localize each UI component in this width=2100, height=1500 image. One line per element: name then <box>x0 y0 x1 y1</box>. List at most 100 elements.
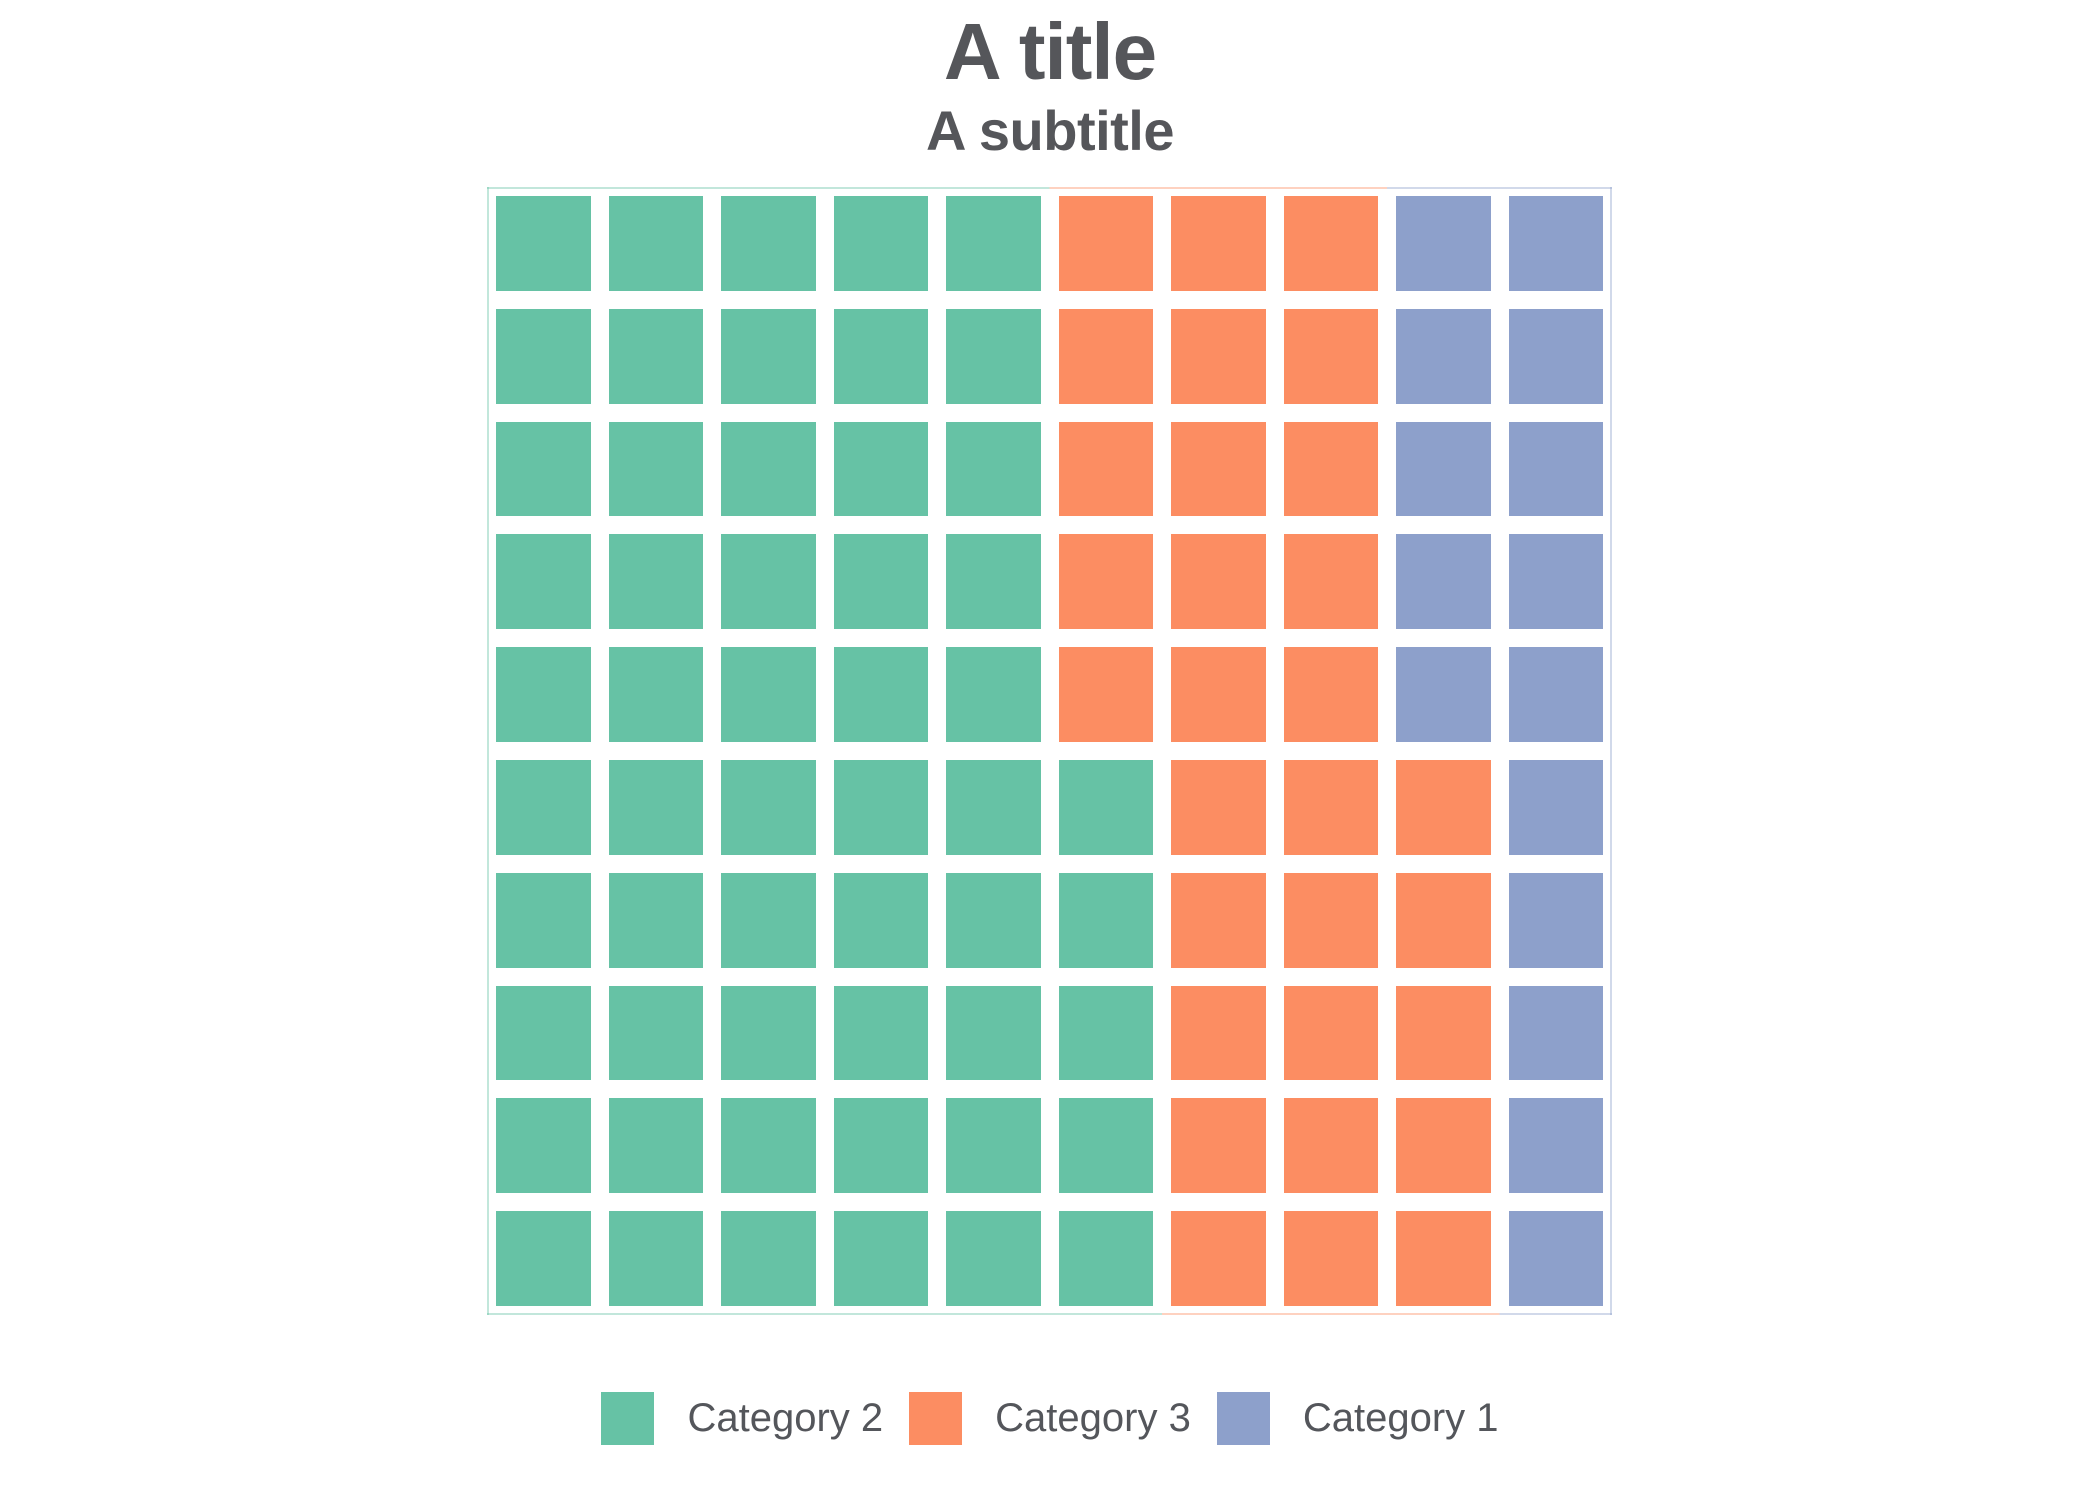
waffle-cell-category-2[interactable] <box>496 872 591 968</box>
waffle-cell-category-3[interactable] <box>1283 872 1378 968</box>
waffle-cell-category-2[interactable] <box>721 196 816 291</box>
waffle-cell-category-1[interactable] <box>1508 872 1603 968</box>
legend-item-category-1[interactable]: Category 1 <box>1216 1392 1499 1445</box>
waffle-cell-category-2[interactable] <box>721 872 816 968</box>
waffle-cell-category-2[interactable] <box>496 985 591 1081</box>
waffle-cell-category-2[interactable] <box>608 534 703 630</box>
waffle-cell-category-3[interactable] <box>1283 760 1378 855</box>
waffle-cell-category-2[interactable] <box>946 534 1041 630</box>
waffle-cell-category-2[interactable] <box>496 647 591 742</box>
waffle-cell-category-2[interactable] <box>833 1098 928 1194</box>
waffle-cell-category-3[interactable] <box>1058 308 1153 404</box>
waffle-cell-category-2[interactable] <box>1058 1098 1153 1194</box>
waffle-cell-category-1[interactable] <box>1508 1098 1603 1194</box>
waffle-cell-category-1[interactable] <box>1396 421 1491 517</box>
waffle-cell-category-2[interactable] <box>1058 872 1153 968</box>
waffle-cell-category-3[interactable] <box>1171 760 1266 855</box>
waffle-cell-category-2[interactable] <box>721 1211 816 1306</box>
waffle-cell-category-2[interactable] <box>496 1098 591 1194</box>
waffle-cell-category-1[interactable] <box>1508 985 1603 1081</box>
waffle-cell-category-2[interactable] <box>496 421 591 517</box>
legend-item-category-2[interactable]: Category 2 <box>601 1392 883 1445</box>
waffle-cell-category-2[interactable] <box>608 308 703 404</box>
waffle-cell-category-2[interactable] <box>946 872 1041 968</box>
waffle-cell-category-3[interactable] <box>1396 1098 1491 1194</box>
waffle-cell-category-3[interactable] <box>1171 421 1266 517</box>
waffle-cell-category-3[interactable] <box>1171 1211 1266 1306</box>
waffle-cell-category-3[interactable] <box>1283 1211 1378 1306</box>
waffle-cell-category-2[interactable] <box>833 872 928 968</box>
waffle-cell-category-2[interactable] <box>608 760 703 855</box>
waffle-cell-category-2[interactable] <box>496 196 591 291</box>
waffle-cell-category-2[interactable] <box>608 647 703 742</box>
waffle-cell-category-1[interactable] <box>1508 196 1603 291</box>
waffle-cell-category-3[interactable] <box>1171 534 1266 630</box>
waffle-cell-category-3[interactable] <box>1171 1098 1266 1194</box>
waffle-cell-category-3[interactable] <box>1171 308 1266 404</box>
waffle-cell-category-3[interactable] <box>1171 872 1266 968</box>
waffle-cell-category-2[interactable] <box>946 1098 1041 1194</box>
waffle-cell-category-1[interactable] <box>1508 534 1603 630</box>
waffle-cell-category-3[interactable] <box>1171 196 1266 291</box>
waffle-cell-category-3[interactable] <box>1283 308 1378 404</box>
waffle-cell-category-2[interactable] <box>496 534 591 630</box>
waffle-cell-category-3[interactable] <box>1396 985 1491 1081</box>
waffle-cell-category-3[interactable] <box>1283 985 1378 1081</box>
waffle-cell-category-1[interactable] <box>1508 760 1603 855</box>
waffle-cell-category-2[interactable] <box>946 308 1041 404</box>
waffle-cell-category-3[interactable] <box>1283 196 1378 291</box>
waffle-cell-category-2[interactable] <box>496 308 591 404</box>
waffle-cell-category-3[interactable] <box>1058 647 1153 742</box>
waffle-cell-category-2[interactable] <box>721 760 816 855</box>
waffle-cell-category-2[interactable] <box>1058 1211 1153 1306</box>
waffle-cell-category-2[interactable] <box>608 196 703 291</box>
waffle-cell-category-2[interactable] <box>833 196 928 291</box>
waffle-cell-category-2[interactable] <box>1058 985 1153 1081</box>
waffle-cell-category-3[interactable] <box>1396 1211 1491 1306</box>
waffle-cell-category-2[interactable] <box>833 647 928 742</box>
waffle-cell-category-2[interactable] <box>833 534 928 630</box>
waffle-cell-category-1[interactable] <box>1396 196 1491 291</box>
waffle-cell-category-1[interactable] <box>1396 534 1491 630</box>
waffle-cell-category-2[interactable] <box>946 647 1041 742</box>
waffle-cell-category-2[interactable] <box>608 872 703 968</box>
waffle-cell-category-2[interactable] <box>833 760 928 855</box>
waffle-cell-category-2[interactable] <box>946 196 1041 291</box>
waffle-cell-category-3[interactable] <box>1283 1098 1378 1194</box>
waffle-cell-category-1[interactable] <box>1396 308 1491 404</box>
waffle-cell-category-2[interactable] <box>721 534 816 630</box>
waffle-cell-category-2[interactable] <box>496 760 591 855</box>
waffle-cell-category-3[interactable] <box>1058 196 1153 291</box>
waffle-cell-category-3[interactable] <box>1283 421 1378 517</box>
waffle-cell-category-1[interactable] <box>1396 647 1491 742</box>
waffle-cell-category-2[interactable] <box>1058 760 1153 855</box>
waffle-cell-category-3[interactable] <box>1283 534 1378 630</box>
waffle-cell-category-3[interactable] <box>1396 760 1491 855</box>
waffle-cell-category-2[interactable] <box>608 1211 703 1306</box>
legend-item-category-3[interactable]: Category 3 <box>909 1392 1191 1445</box>
waffle-cell-category-2[interactable] <box>833 1211 928 1306</box>
waffle-cell-category-3[interactable] <box>1171 985 1266 1081</box>
waffle-cell-category-2[interactable] <box>608 421 703 517</box>
waffle-cell-category-2[interactable] <box>946 985 1041 1081</box>
waffle-cell-category-2[interactable] <box>721 421 816 517</box>
waffle-cell-category-2[interactable] <box>833 985 928 1081</box>
waffle-cell-category-2[interactable] <box>946 1211 1041 1306</box>
waffle-cell-category-1[interactable] <box>1508 1211 1603 1306</box>
waffle-cell-category-3[interactable] <box>1171 647 1266 742</box>
waffle-cell-category-3[interactable] <box>1058 421 1153 517</box>
waffle-cell-category-2[interactable] <box>608 985 703 1081</box>
waffle-cell-category-2[interactable] <box>946 760 1041 855</box>
waffle-cell-category-3[interactable] <box>1058 534 1153 630</box>
waffle-cell-category-1[interactable] <box>1508 308 1603 404</box>
waffle-cell-category-2[interactable] <box>721 1098 816 1194</box>
waffle-cell-category-2[interactable] <box>833 421 928 517</box>
waffle-cell-category-1[interactable] <box>1508 421 1603 517</box>
waffle-cell-category-1[interactable] <box>1508 647 1603 742</box>
waffle-cell-category-2[interactable] <box>721 985 816 1081</box>
waffle-cell-category-2[interactable] <box>608 1098 703 1194</box>
waffle-cell-category-3[interactable] <box>1283 647 1378 742</box>
waffle-cell-category-2[interactable] <box>721 308 816 404</box>
waffle-cell-category-3[interactable] <box>1396 872 1491 968</box>
waffle-cell-category-2[interactable] <box>833 308 928 404</box>
